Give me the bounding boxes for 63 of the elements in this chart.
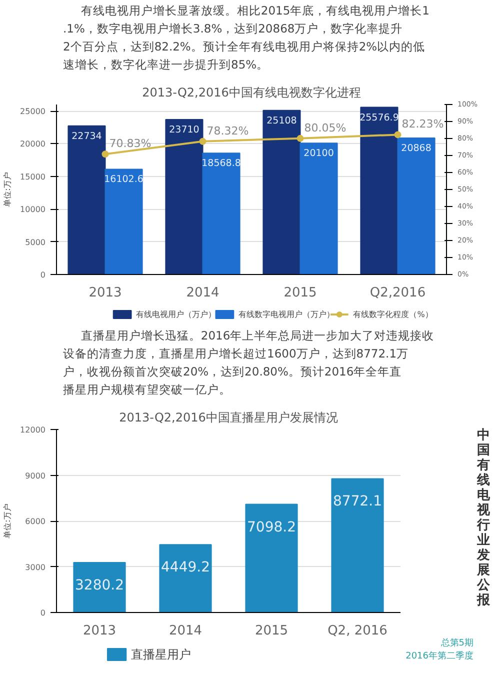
bar [397, 138, 436, 274]
legend-label: 直播星用户 [131, 648, 192, 662]
x-tick-label: Q2,2016 [370, 286, 426, 300]
y-tick-label: 3000 [25, 562, 46, 572]
bar [159, 544, 212, 612]
data-label: 3280.2 [75, 577, 124, 594]
bar [245, 504, 298, 612]
data-label: 16102.6 [104, 174, 144, 186]
chart-title: 2013-Q2,2016中国直播星用户发展情况 [119, 410, 338, 424]
y-tick-label: 6000 [25, 517, 46, 526]
y-tick-label: 9000 [25, 471, 46, 480]
y-tick-label: 0 [40, 608, 46, 618]
data-label: 78.32% [206, 124, 249, 138]
y-tick-label: 20000 [20, 140, 46, 149]
bar [331, 478, 384, 612]
bar [165, 118, 204, 274]
x-tick-label: 2015 [284, 286, 317, 300]
text: 2016年第二季度 [406, 650, 474, 662]
y-tick-label: 5000 [25, 238, 46, 247]
data-label: 25108 [266, 115, 297, 126]
y-axis-title: 单位:万户 [3, 172, 12, 207]
x-tick-label: 2014 [168, 624, 202, 638]
legend-label: 有线数字化程度（%） [353, 310, 433, 319]
point [394, 131, 402, 138]
x-tick-label: 2013 [88, 286, 122, 300]
data-label: 20100 [304, 148, 334, 160]
y-tick-label: 12000 [20, 426, 46, 434]
point [102, 150, 109, 158]
legend-label: 有线数字电视用户（万户） [238, 310, 334, 319]
y-axis-title: 单位:万户 [3, 504, 12, 538]
text: 总第5期 [440, 638, 474, 648]
chart-title: 2013-Q2,2016中国有线电视数字化进程 [142, 86, 361, 100]
data-label: 22734 [72, 130, 102, 142]
data-label: 82.23% [402, 118, 444, 131]
data-label: 18568.8 [202, 158, 241, 170]
bar [68, 125, 106, 274]
x-tick-label: Q2, 2016 [328, 624, 388, 638]
point [296, 134, 304, 142]
data-label: 20868 [401, 143, 432, 154]
bar [202, 152, 240, 274]
data-label: 7098.2 [247, 519, 296, 536]
bar [360, 106, 398, 274]
x-tick-label: 2014 [186, 286, 220, 300]
y-tick-label: 0 [40, 270, 46, 280]
data-label: 70.83% [109, 137, 152, 150]
data-label: 4449.2 [161, 560, 210, 576]
x-tick-label: 2013 [82, 624, 116, 638]
text: 有线电视用户增长显著放缓。相比2015年底，有线电视用户增长1.1%，数字电视用户增长3.8%，达到20868万户，数字化率提升2个百分点，达到82.2%。预计全年有线电视用户将保持2%以内的低速增长，数字化率进一步提升到85%。 [63, 4, 430, 72]
legend-label: 有线电视用户（万户） [136, 310, 216, 319]
data-label: 80.05% [304, 121, 346, 134]
point [199, 138, 206, 145]
data-label: 8772.1 [333, 494, 382, 510]
data-label: 23710 [169, 124, 200, 136]
x-tick-label: 2015 [254, 624, 288, 638]
bar [73, 562, 126, 612]
y-tick-label: 25000 [20, 107, 46, 116]
bar [104, 168, 143, 274]
bar [262, 110, 301, 274]
bar [300, 142, 338, 274]
y-tick-label: 15000 [20, 172, 46, 182]
y-tick-label: 10000 [20, 205, 46, 214]
text: 中国有线电视行业发展公报 [477, 428, 490, 608]
text: 直播星用户增长迅猛。2016年上半年总局进一步加大了对违规接收设备的清查力度，直播星用户增长超过1600万户，达到8772.1万户，收视份额首次突破20%，达到20.80%。预计2016年全年直播星用户规模有望突破一亿户。 [63, 328, 434, 396]
